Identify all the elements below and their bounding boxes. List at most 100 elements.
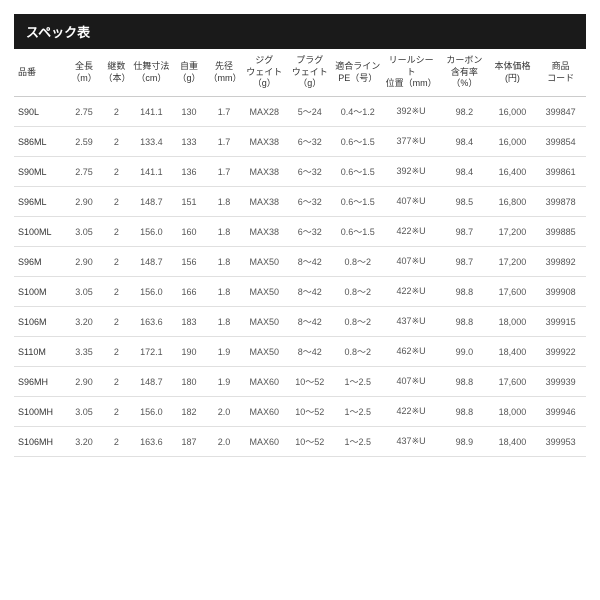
table-cell: 0.8～2 bbox=[332, 247, 383, 277]
table-row: S86ML2.592133.41331.7MAX386～320.6～1.5377… bbox=[14, 127, 586, 157]
table-cell: 172.1 bbox=[131, 337, 171, 367]
table-header-cell: 本体価格(円) bbox=[490, 49, 535, 97]
table-cell: 98.9 bbox=[439, 427, 490, 457]
table-cell: 392※U bbox=[383, 157, 439, 187]
table-cell: 1.7 bbox=[207, 97, 242, 127]
table-cell: 156 bbox=[172, 247, 207, 277]
table-cell: S100M bbox=[14, 277, 67, 307]
table-cell: 399946 bbox=[535, 397, 586, 427]
table-cell: 0.6～1.5 bbox=[332, 127, 383, 157]
table-cell: 3.05 bbox=[67, 397, 102, 427]
table-cell: 98.8 bbox=[439, 307, 490, 337]
table-cell: 399908 bbox=[535, 277, 586, 307]
table-cell: 1.9 bbox=[207, 337, 242, 367]
table-header-cell: プラグウェイト（g） bbox=[287, 49, 332, 97]
table-cell: 98.7 bbox=[439, 217, 490, 247]
table-cell: MAX60 bbox=[242, 397, 287, 427]
table-cell: 16,000 bbox=[490, 97, 535, 127]
table-cell: 2.75 bbox=[67, 97, 102, 127]
table-header-cell: 商品コード bbox=[535, 49, 586, 97]
table-cell: 183 bbox=[172, 307, 207, 337]
table-cell: 141.1 bbox=[131, 97, 171, 127]
table-cell: 10～52 bbox=[287, 367, 332, 397]
table-cell: 437※U bbox=[383, 427, 439, 457]
table-cell: 18,400 bbox=[490, 427, 535, 457]
table-cell: 399915 bbox=[535, 307, 586, 337]
table-cell: 5～24 bbox=[287, 97, 332, 127]
spec-table: 品番全長（m）継数（本）仕舞寸法（cm）自重（g）先径（mm）ジグウェイト（g）… bbox=[14, 49, 586, 457]
table-cell: 2.0 bbox=[207, 427, 242, 457]
table-cell: 6～32 bbox=[287, 127, 332, 157]
table-cell: MAX50 bbox=[242, 277, 287, 307]
table-cell: 98.8 bbox=[439, 367, 490, 397]
table-cell: 392※U bbox=[383, 97, 439, 127]
table-cell: S96M bbox=[14, 247, 67, 277]
table-cell: 8～42 bbox=[287, 337, 332, 367]
table-cell: 399854 bbox=[535, 127, 586, 157]
table-cell: S110M bbox=[14, 337, 67, 367]
table-cell: MAX50 bbox=[242, 247, 287, 277]
table-cell: 1～2.5 bbox=[332, 367, 383, 397]
table-cell: 462※U bbox=[383, 337, 439, 367]
table-cell: 2 bbox=[102, 97, 132, 127]
table-header-row: 品番全長（m）継数（本）仕舞寸法（cm）自重（g）先径（mm）ジグウェイト（g）… bbox=[14, 49, 586, 97]
table-cell: 156.0 bbox=[131, 397, 171, 427]
table-cell: 2.90 bbox=[67, 367, 102, 397]
table-cell: 98.4 bbox=[439, 127, 490, 157]
table-cell: 18,400 bbox=[490, 337, 535, 367]
table-row: S96M2.902148.71561.8MAX508～420.8～2407※U9… bbox=[14, 247, 586, 277]
table-row: S90L2.752141.11301.7MAX285～240.4～1.2392※… bbox=[14, 97, 586, 127]
table-cell: 422※U bbox=[383, 217, 439, 247]
table-cell: MAX38 bbox=[242, 217, 287, 247]
table-row: S106M3.202163.61831.8MAX508～420.8～2437※U… bbox=[14, 307, 586, 337]
table-cell: 156.0 bbox=[131, 277, 171, 307]
table-cell: 377※U bbox=[383, 127, 439, 157]
table-header-cell: 適合ラインPE（号） bbox=[332, 49, 383, 97]
table-cell: 130 bbox=[172, 97, 207, 127]
table-cell: 2 bbox=[102, 427, 132, 457]
table-cell: 182 bbox=[172, 397, 207, 427]
table-cell: S106MH bbox=[14, 427, 67, 457]
table-cell: 399939 bbox=[535, 367, 586, 397]
table-cell: 0.6～1.5 bbox=[332, 187, 383, 217]
table-cell: 160 bbox=[172, 217, 207, 247]
table-cell: S100ML bbox=[14, 217, 67, 247]
table-cell: 98.4 bbox=[439, 157, 490, 187]
table-cell: 1.8 bbox=[207, 217, 242, 247]
table-row: S96MH2.902148.71801.9MAX6010～521～2.5407※… bbox=[14, 367, 586, 397]
table-cell: 407※U bbox=[383, 367, 439, 397]
table-cell: 98.8 bbox=[439, 397, 490, 427]
table-cell: 163.6 bbox=[131, 307, 171, 337]
table-cell: MAX38 bbox=[242, 187, 287, 217]
table-cell: 2 bbox=[102, 397, 132, 427]
table-cell: 98.2 bbox=[439, 97, 490, 127]
table-cell: 148.7 bbox=[131, 247, 171, 277]
table-row: S100ML3.052156.01601.8MAX386～320.6～1.542… bbox=[14, 217, 586, 247]
table-cell: 0.8～2 bbox=[332, 337, 383, 367]
table-cell: S96ML bbox=[14, 187, 67, 217]
table-cell: 18,000 bbox=[490, 397, 535, 427]
table-cell: MAX38 bbox=[242, 157, 287, 187]
table-cell: 2.90 bbox=[67, 187, 102, 217]
table-cell: 1.7 bbox=[207, 157, 242, 187]
table-cell: 399892 bbox=[535, 247, 586, 277]
table-cell: 16,000 bbox=[490, 127, 535, 157]
table-cell: 407※U bbox=[383, 187, 439, 217]
table-cell: 422※U bbox=[383, 277, 439, 307]
table-header-cell: リールシート位置（mm） bbox=[383, 49, 439, 97]
table-header-cell: ジグウェイト（g） bbox=[242, 49, 287, 97]
table-cell: 98.7 bbox=[439, 247, 490, 277]
table-cell: 8～42 bbox=[287, 247, 332, 277]
table-cell: 151 bbox=[172, 187, 207, 217]
spec-table-title: スペック表 bbox=[14, 14, 586, 49]
table-cell: 17,600 bbox=[490, 367, 535, 397]
table-cell: 3.05 bbox=[67, 277, 102, 307]
table-cell: S106M bbox=[14, 307, 67, 337]
table-cell: 0.6～1.5 bbox=[332, 157, 383, 187]
table-cell: 399922 bbox=[535, 337, 586, 367]
table-cell: 180 bbox=[172, 367, 207, 397]
table-row: S110M3.352172.11901.9MAX508～420.8～2462※U… bbox=[14, 337, 586, 367]
table-cell: S90L bbox=[14, 97, 67, 127]
table-header-cell: 仕舞寸法（cm） bbox=[131, 49, 171, 97]
table-cell: MAX60 bbox=[242, 427, 287, 457]
